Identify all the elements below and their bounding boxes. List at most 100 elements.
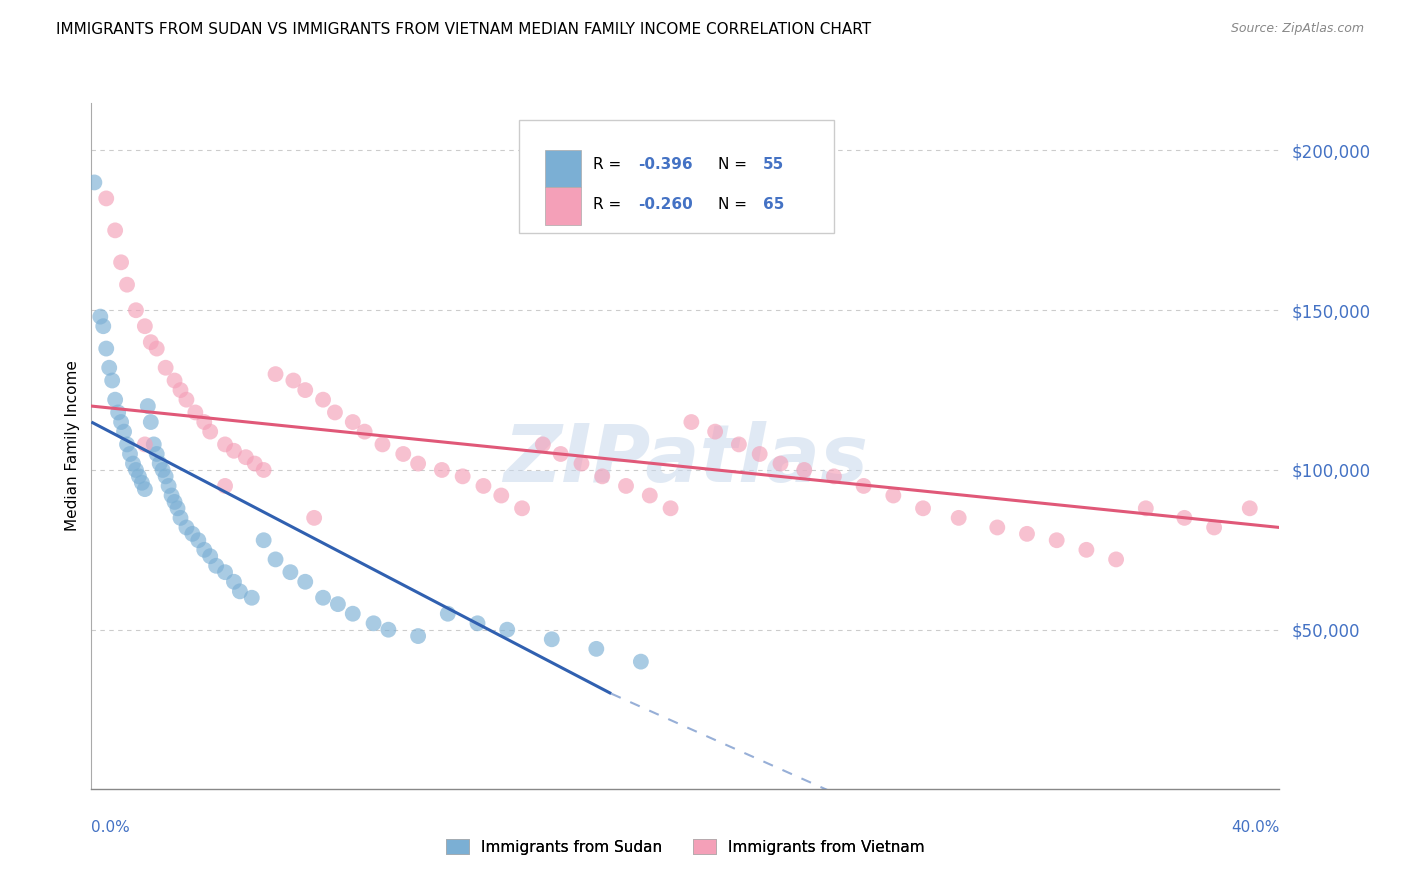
Point bbox=[240, 591, 263, 605]
Point bbox=[294, 574, 316, 589]
Text: IMMIGRANTS FROM SUDAN VS IMMIGRANTS FROM VIETNAM MEDIAN FAMILY INCOME CORRELATIO: IMMIGRANTS FROM SUDAN VS IMMIGRANTS FROM… bbox=[56, 22, 872, 37]
Point bbox=[294, 383, 316, 397]
Point bbox=[243, 457, 266, 471]
Point bbox=[302, 511, 325, 525]
Point bbox=[591, 469, 613, 483]
Point bbox=[115, 277, 138, 292]
Point bbox=[142, 437, 165, 451]
Point bbox=[342, 607, 364, 621]
Point bbox=[342, 415, 364, 429]
Point bbox=[145, 342, 167, 356]
Point bbox=[986, 520, 1008, 534]
Point bbox=[496, 623, 519, 637]
Point bbox=[91, 319, 114, 334]
Point bbox=[222, 443, 245, 458]
Point bbox=[630, 655, 652, 669]
Point bbox=[163, 374, 186, 388]
Point bbox=[83, 176, 105, 190]
Point bbox=[193, 415, 215, 429]
Point bbox=[101, 374, 124, 388]
Point bbox=[214, 437, 236, 451]
Point bbox=[406, 457, 429, 471]
Point bbox=[1105, 552, 1128, 566]
Point bbox=[681, 415, 703, 429]
Point bbox=[110, 255, 132, 269]
FancyBboxPatch shape bbox=[546, 150, 581, 187]
Point bbox=[125, 463, 148, 477]
Point bbox=[157, 479, 180, 493]
Point bbox=[377, 623, 399, 637]
Point bbox=[131, 475, 153, 490]
Point bbox=[104, 223, 127, 237]
Point bbox=[98, 360, 121, 375]
Point bbox=[283, 374, 305, 388]
Point bbox=[371, 437, 394, 451]
Point bbox=[280, 565, 302, 579]
Text: ZIPatlas: ZIPatlas bbox=[503, 421, 868, 499]
Point bbox=[128, 469, 150, 483]
Point bbox=[200, 425, 222, 439]
Point bbox=[659, 501, 682, 516]
Point bbox=[728, 437, 751, 451]
Text: R =: R = bbox=[593, 157, 626, 172]
Point bbox=[550, 447, 572, 461]
Point bbox=[253, 533, 276, 548]
Point bbox=[353, 425, 375, 439]
Point bbox=[406, 629, 429, 643]
Point bbox=[134, 482, 156, 496]
Point bbox=[392, 447, 415, 461]
Point bbox=[169, 511, 191, 525]
Point bbox=[149, 457, 172, 471]
Point bbox=[89, 310, 111, 324]
Point bbox=[155, 469, 177, 483]
Point bbox=[312, 591, 335, 605]
Point bbox=[187, 533, 209, 548]
Point bbox=[430, 463, 453, 477]
Point bbox=[166, 501, 188, 516]
Point bbox=[184, 405, 207, 419]
Point bbox=[911, 501, 934, 516]
Text: 55: 55 bbox=[762, 157, 785, 172]
Point bbox=[96, 191, 118, 205]
Point bbox=[467, 616, 489, 631]
Point bbox=[205, 558, 228, 573]
Y-axis label: Median Family Income: Median Family Income bbox=[65, 360, 80, 532]
Point bbox=[96, 342, 118, 356]
Point bbox=[704, 425, 727, 439]
Point bbox=[155, 360, 177, 375]
Point bbox=[748, 447, 770, 461]
Point bbox=[229, 584, 252, 599]
Point bbox=[882, 489, 904, 503]
Point bbox=[323, 405, 346, 419]
Text: Source: ZipAtlas.com: Source: ZipAtlas.com bbox=[1230, 22, 1364, 36]
Point bbox=[107, 405, 129, 419]
Point bbox=[948, 511, 970, 525]
Point bbox=[160, 489, 183, 503]
Point bbox=[1046, 533, 1069, 548]
Text: 0.0%: 0.0% bbox=[91, 821, 131, 835]
Point bbox=[163, 495, 186, 509]
Point bbox=[104, 392, 127, 407]
Point bbox=[614, 479, 637, 493]
Point bbox=[136, 399, 159, 413]
Point bbox=[491, 489, 513, 503]
Point bbox=[1204, 520, 1226, 534]
Point bbox=[214, 479, 236, 493]
Point bbox=[264, 367, 287, 381]
Point bbox=[823, 469, 845, 483]
Text: 65: 65 bbox=[762, 197, 785, 211]
Point bbox=[326, 597, 349, 611]
Point bbox=[769, 457, 792, 471]
Point bbox=[852, 479, 875, 493]
Point bbox=[118, 447, 141, 461]
Point bbox=[134, 319, 156, 334]
Point bbox=[181, 526, 204, 541]
Point bbox=[793, 463, 815, 477]
Legend: Immigrants from Sudan, Immigrants from Vietnam: Immigrants from Sudan, Immigrants from V… bbox=[440, 832, 931, 861]
Point bbox=[134, 437, 156, 451]
Point bbox=[112, 425, 135, 439]
FancyBboxPatch shape bbox=[519, 120, 834, 233]
Point bbox=[571, 457, 593, 471]
Point bbox=[152, 463, 174, 477]
Point bbox=[214, 565, 236, 579]
